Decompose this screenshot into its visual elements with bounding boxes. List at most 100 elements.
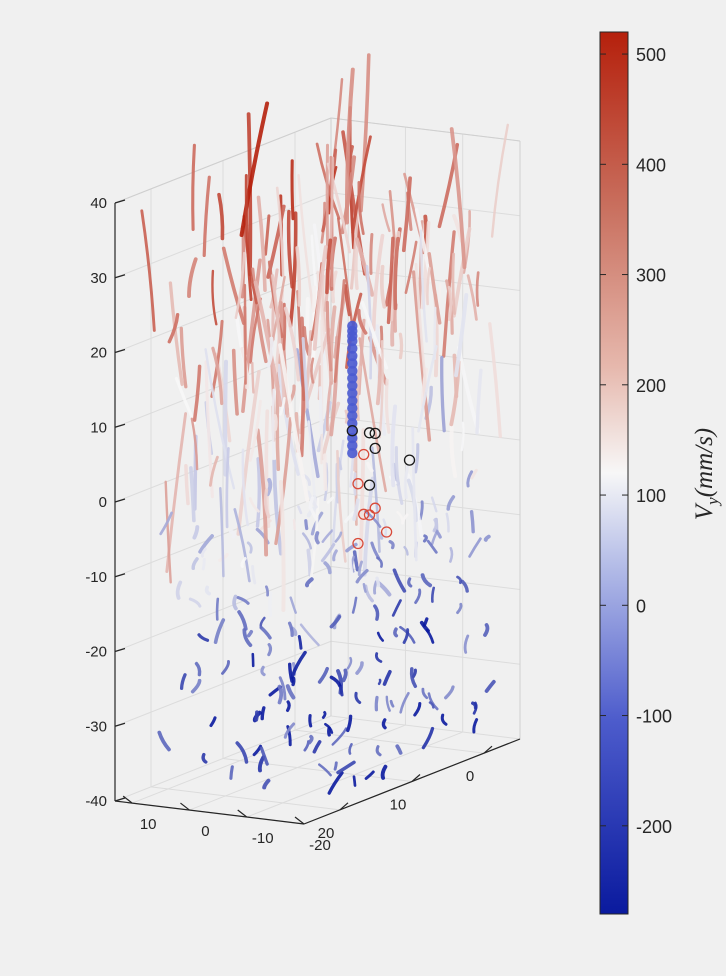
trajectory-segment <box>255 428 269 557</box>
z-tick-mark <box>114 423 126 428</box>
trajectory-segment <box>276 363 300 476</box>
trajectory-segment <box>430 586 435 603</box>
trajectory-segment <box>328 305 337 385</box>
trajectory-segment <box>246 629 254 638</box>
trajectory-segment <box>239 101 270 237</box>
trajectory-segment <box>266 336 274 368</box>
trajectory-segment <box>398 332 404 360</box>
trajectory-segment <box>488 322 502 439</box>
trajectory-segment <box>352 550 360 572</box>
trajectory-segment <box>380 764 388 780</box>
trajectory-segment <box>264 214 271 256</box>
trajectory-segment <box>255 457 262 528</box>
trajectory-segment <box>377 678 382 686</box>
trajectory-segment <box>243 283 247 385</box>
trajectory-segment <box>204 585 211 596</box>
trajectory-segment <box>260 665 266 677</box>
z-tick-mark <box>114 647 126 653</box>
trajectory-segment <box>307 420 318 513</box>
trajectory-segment <box>357 181 365 235</box>
trajectory-segment <box>295 246 302 307</box>
highlight-track-point <box>347 403 358 414</box>
black-circle-marker <box>369 427 381 440</box>
trajectory-segment <box>419 229 428 343</box>
trajectory-segment <box>278 676 287 701</box>
y-axis-line <box>114 800 305 825</box>
trajectory-segment <box>265 477 273 497</box>
trajectory-segment <box>403 464 410 500</box>
trajectory-segment <box>204 348 236 490</box>
trajectory-segment <box>336 449 347 563</box>
trajectory-segment <box>229 529 237 539</box>
trajectory-segment <box>259 746 269 766</box>
trajectory-segment <box>456 602 463 615</box>
x-tick-mark <box>339 802 349 811</box>
colorbar: 500 400 300 200 100 0 -100 -200 Vy(mm/s) <box>599 31 722 915</box>
x-tick-label: 0 <box>466 768 474 785</box>
trajectory-segment <box>236 596 250 605</box>
z-tick-label: -30 <box>85 718 107 735</box>
trajectory-segment <box>275 186 285 277</box>
trajectory-segment <box>422 617 429 627</box>
trajectory-segment <box>235 741 249 764</box>
trajectory-segment <box>325 300 333 372</box>
trajectory-segment <box>292 518 296 531</box>
trajectory-segment <box>432 518 438 533</box>
z-tick-label: 40 <box>90 195 107 212</box>
trajectory-segment <box>190 417 199 471</box>
trajectory-segment <box>295 348 320 479</box>
trajectory-segment <box>389 699 395 708</box>
trajectory-segment <box>449 425 458 478</box>
trajectory-segment <box>430 496 438 513</box>
trajectory-segment <box>256 195 267 292</box>
z-tick-mark <box>114 498 126 503</box>
trajectory-segment <box>253 280 283 407</box>
trajectory-segment <box>194 661 202 677</box>
highlight-track-point <box>347 320 358 332</box>
z-tick-label: 20 <box>90 345 107 362</box>
trajectory-segment <box>444 685 455 700</box>
trajectory-segment <box>301 337 310 409</box>
trajectory-segment <box>388 540 395 550</box>
trajectory-segment <box>351 596 358 614</box>
trajectory-segment <box>348 743 353 755</box>
trajectory-segment <box>279 397 286 416</box>
trajectory-segment <box>346 656 353 670</box>
trajectory-segment <box>310 357 315 384</box>
trajectory-segment <box>364 584 374 603</box>
trajectory-segment <box>370 541 381 560</box>
trajectory-segment <box>225 446 230 529</box>
trajectory-segment <box>426 539 438 554</box>
trajectory-segment <box>428 701 435 709</box>
trajectory-segment <box>187 257 198 298</box>
trajectory-segment <box>237 610 248 631</box>
trajectory-segment <box>179 673 187 690</box>
colorbar-tick-label: 100 <box>636 486 666 506</box>
trajectory-segment <box>219 486 225 578</box>
trajectory-segment <box>297 174 315 313</box>
trajectory-segment <box>393 236 400 311</box>
trajectory-segment <box>323 453 328 492</box>
trajectory-segment <box>211 269 218 326</box>
trajectory-segment <box>251 361 255 394</box>
z-tick-label: 30 <box>90 270 107 287</box>
y-tick-label: -20 <box>309 837 331 854</box>
trajectory-segment <box>454 293 469 378</box>
trajectory-segment <box>385 695 391 712</box>
trajectory-segment <box>263 488 271 519</box>
trajectory-segment <box>411 427 418 562</box>
highlight-track-point <box>347 380 358 391</box>
x-tick-label: 20 <box>318 825 335 842</box>
trajectory-segment <box>395 744 403 755</box>
trajectory-segment <box>260 706 266 721</box>
trajectory-segment <box>390 404 398 488</box>
trajectory-segment <box>304 577 314 588</box>
trajectory-segment <box>202 175 211 257</box>
colorbar-tick-label: 0 <box>636 596 646 616</box>
highlight-track-point <box>347 447 358 459</box>
trajectory-segment <box>271 388 276 461</box>
trajectory-segment <box>413 702 422 717</box>
grid-line-z <box>330 416 521 441</box>
trajectory-segment <box>362 583 367 593</box>
trajectory-segment <box>411 668 418 679</box>
